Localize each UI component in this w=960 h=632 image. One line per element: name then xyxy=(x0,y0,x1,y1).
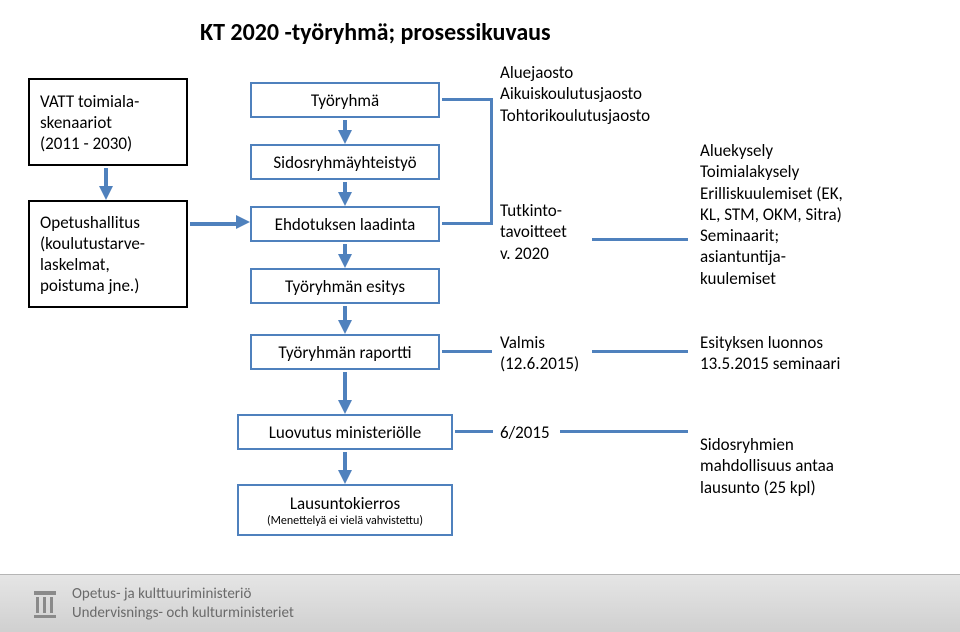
mid-box-esitys: Työryhmän esitys xyxy=(250,268,440,304)
arrow-head xyxy=(338,470,352,484)
ministry-logo-icon xyxy=(28,587,62,621)
arrow-head xyxy=(99,186,113,200)
lausunto-title: Lausuntokierros xyxy=(290,493,400,514)
mid-box-raportti: Työryhmän raportti xyxy=(250,334,440,370)
label-aluejaosto: Aluejaosto Aikuiskoulutusjaosto Tohtorik… xyxy=(500,62,650,126)
connector xyxy=(442,98,492,101)
connector xyxy=(455,430,493,433)
arrow-head xyxy=(338,130,352,144)
mid-box-ehdotus: Ehdotuksen laadinta xyxy=(250,206,440,242)
mid-box-lausunto: Lausuntokierros (Menettelyä ei vielä vah… xyxy=(237,484,453,536)
arrow-stem xyxy=(104,168,108,186)
arrow-stem xyxy=(343,372,347,400)
right-label-1: Aluekysely Toimialakysely Erilliskuulemi… xyxy=(700,140,843,289)
connector xyxy=(442,350,492,353)
left-box-vatt: VATT toimiala- skenaariot (2011 - 2030) xyxy=(28,78,188,166)
right-label-3: Sidosryhmien mahdollisuus antaa lausunto… xyxy=(700,434,834,498)
label-6-2015: 6/2015 xyxy=(500,422,550,443)
footer-text: Opetus- ja kulttuuriministeriö Undervisn… xyxy=(72,585,294,623)
arrow-head xyxy=(338,400,352,414)
footer-line-1: Opetus- ja kulttuuriministeriö xyxy=(72,585,294,604)
right-label-2: Esityksen luonnos 13.5.2015 seminaari xyxy=(700,332,840,375)
connector xyxy=(560,430,688,433)
arrow-head xyxy=(338,320,352,334)
arrow-stem xyxy=(343,244,347,254)
arrow-stem xyxy=(343,182,347,192)
footer-bar: Opetus- ja kulttuuriministeriö Undervisn… xyxy=(0,574,960,632)
mid-box-tyoryhma: Työryhmä xyxy=(250,82,440,118)
connector xyxy=(490,98,493,225)
label-tutkinto: Tutkinto- tavoitteet v. 2020 xyxy=(500,200,567,264)
connector-left-mid xyxy=(190,222,236,226)
connector xyxy=(592,350,688,353)
left-box-oph: Opetushallitus (koulutustarve- laskelmat… xyxy=(28,200,188,308)
page-title: KT 2020 -työryhmä; prosessikuvaus xyxy=(200,18,551,47)
lausunto-sub: (Menettelyä ei vielä vahvistettu) xyxy=(267,514,423,528)
arrow-stem xyxy=(343,120,347,130)
connector xyxy=(592,238,688,241)
mid-box-luovutus: Luovutus ministeriölle xyxy=(237,414,453,450)
arrow-head xyxy=(338,254,352,268)
footer-line-2: Undervisnings- och kulturministeriet xyxy=(72,604,294,623)
label-valmis: Valmis (12.6.2015) xyxy=(500,332,579,375)
arrow-stem xyxy=(343,306,347,320)
arrow-head xyxy=(338,192,352,206)
arrow-head-right xyxy=(236,215,250,229)
arrow-stem xyxy=(343,452,347,470)
mid-box-sidosryhma: Sidosryhmäyhteistyö xyxy=(250,144,440,180)
connector xyxy=(442,222,492,225)
